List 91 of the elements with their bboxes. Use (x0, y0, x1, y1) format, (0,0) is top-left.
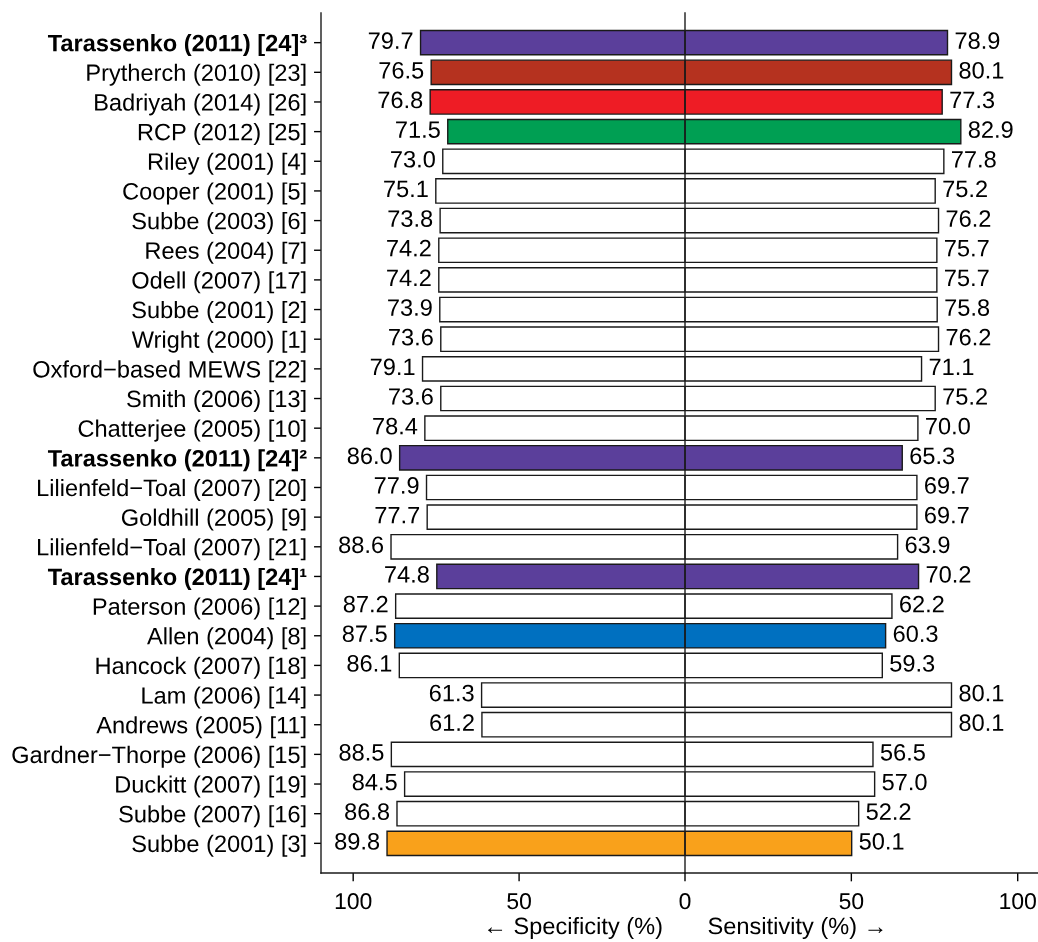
data-label: 61.3 (429, 684, 474, 702)
data-label: 80.1 (959, 684, 1004, 702)
y-tick-label: Goldhill (2005) [9] (121, 508, 306, 531)
data-label: 60.3 (893, 625, 938, 643)
data-label: 57.0 (882, 773, 927, 791)
y-tick-label: Subbe (2001) [2] (132, 301, 306, 324)
y-tick-label: RCP (2012) [25] (138, 123, 306, 146)
data-label: 86.1 (347, 655, 392, 672)
data-label: 89.8 (335, 832, 380, 850)
y-tick-label: Subbe (2007) [16] (119, 805, 306, 828)
data-label: 74.2 (387, 239, 431, 257)
y-tick-label: Riley (2001) [4] (148, 152, 306, 175)
data-label: 59.3 (890, 655, 935, 672)
data-label: 74.2 (387, 269, 431, 286)
data-label: 75.2 (943, 180, 987, 198)
y-tick-label: Tarassenko (2011) [24]³ (47, 34, 307, 57)
data-label: 63.9 (905, 536, 950, 554)
y-tick-label: Smith (2006) [13] (127, 389, 306, 412)
y-tick-label: Rees (2004) [7] (146, 241, 306, 264)
data-label: 62.2 (900, 595, 944, 613)
data-label: 65.3 (910, 447, 955, 465)
data-label: 80.1 (959, 61, 1004, 79)
y-tick-label: Paterson (2006) [12] (93, 597, 306, 620)
y-tick-label: Chatterjee (2005) [10] (78, 419, 306, 442)
data-label: 73.0 (391, 150, 435, 168)
x-tick-label: 100 (335, 893, 372, 910)
data-label: 82.9 (968, 121, 1013, 138)
data-label: 77.9 (374, 477, 419, 494)
data-label: 78.4 (373, 417, 418, 435)
y-tick-label: Andrews (2005) [11] (96, 716, 306, 739)
y-tick-label: Tarassenko (2011) [24]² (47, 449, 307, 472)
x-tick-label: 100 (1000, 893, 1036, 910)
data-label: 88.6 (339, 536, 384, 554)
data-label: 74.8 (385, 566, 429, 583)
data-label: 73.8 (388, 210, 433, 227)
data-label: 75.8 (945, 299, 990, 316)
data-label: 87.2 (343, 595, 388, 613)
y-tick-label: Subbe (2003) [6] (132, 212, 306, 235)
data-label: 79.7 (368, 32, 413, 49)
x-tick-label: 0 (679, 893, 691, 910)
data-label: 77.8 (952, 150, 996, 168)
data-label: 77.7 (375, 507, 420, 524)
y-tick-label: Lilienfeld−Toal (2007) [21] (38, 538, 306, 561)
data-label: 75.7 (945, 269, 989, 287)
y-tick-label: Lam (2006) [14] (142, 686, 306, 709)
data-label: 73.6 (389, 388, 433, 405)
data-label: 73.9 (388, 299, 432, 316)
y-tick-label: Hancock (2007) [18] (96, 656, 306, 679)
data-label: 75.7 (945, 240, 989, 257)
y-tick-label: Prytherch (2010) [23] (87, 63, 306, 86)
y-tick-label: Gardner−Thorpe (2006) [15] (12, 745, 306, 768)
data-label: 76.2 (946, 328, 991, 346)
y-tick-label: Odell (2007) [17] (132, 271, 306, 294)
data-label: 52.2 (866, 803, 911, 821)
x-axis-title: Sensitivity (%) → (708, 916, 883, 940)
data-label: 88.5 (339, 744, 384, 761)
data-label: 69.7 (925, 506, 969, 524)
y-tick-label: Badriyah (2014) [26] (95, 93, 306, 116)
y-tick-label: Oxford−based MEWS [22] (33, 360, 306, 383)
y-tick-label: Tarassenko (2011) [24]¹ (47, 567, 307, 590)
data-label: 86.8 (345, 803, 390, 821)
data-label: 76.2 (946, 210, 991, 227)
data-label: 84.5 (352, 773, 397, 791)
data-label: 75.1 (384, 180, 428, 198)
data-label: 79.1 (370, 358, 415, 376)
data-label: 71.1 (929, 358, 974, 375)
y-tick-label: Wright (2000) [1] (131, 330, 306, 353)
y-tick-label: Subbe (2001) [3] (132, 834, 306, 857)
data-label: 70.0 (926, 417, 970, 435)
data-label: 71.5 (396, 121, 440, 138)
data-label: 50.1 (859, 832, 904, 850)
y-tick-label: Duckitt (2007) [19] (116, 775, 306, 798)
data-label: 69.7 (925, 477, 969, 494)
data-label: 73.6 (389, 328, 433, 346)
data-label: 78.9 (955, 32, 1000, 49)
data-label: 86.0 (347, 447, 392, 465)
data-label: 56.5 (880, 744, 925, 761)
data-label: 87.5 (342, 625, 387, 643)
data-label: 61.2 (430, 714, 474, 732)
data-label: 77.3 (950, 91, 995, 109)
data-label: 76.8 (378, 91, 423, 109)
data-label: 70.2 (926, 566, 971, 583)
x-tick-label: 50 (507, 893, 531, 910)
y-tick-label: Lilienfeld−Toal (2007) [20] (38, 478, 306, 501)
data-label: 76.5 (379, 61, 424, 79)
data-label: 80.1 (959, 714, 1004, 732)
data-label: 75.2 (943, 388, 987, 405)
y-tick-label: Cooper (2001) [5] (123, 182, 306, 205)
x-axis-title: ← Specificity (%) (488, 916, 662, 940)
x-tick-label: 50 (839, 893, 864, 910)
y-tick-label: Allen (2004) [8] (147, 627, 306, 650)
